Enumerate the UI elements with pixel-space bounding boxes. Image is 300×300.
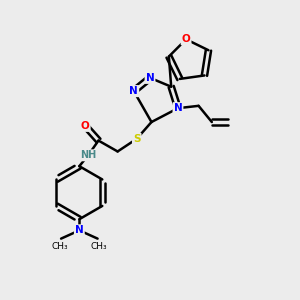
Text: NH: NH bbox=[80, 150, 96, 160]
Text: N: N bbox=[75, 225, 84, 236]
Text: N: N bbox=[174, 103, 182, 113]
Text: CH₃: CH₃ bbox=[91, 242, 107, 250]
Text: O: O bbox=[182, 34, 190, 44]
Text: N: N bbox=[129, 86, 138, 96]
Text: CH₃: CH₃ bbox=[51, 242, 68, 250]
Text: N: N bbox=[146, 73, 154, 83]
Text: O: O bbox=[81, 121, 90, 131]
Text: S: S bbox=[133, 134, 140, 144]
